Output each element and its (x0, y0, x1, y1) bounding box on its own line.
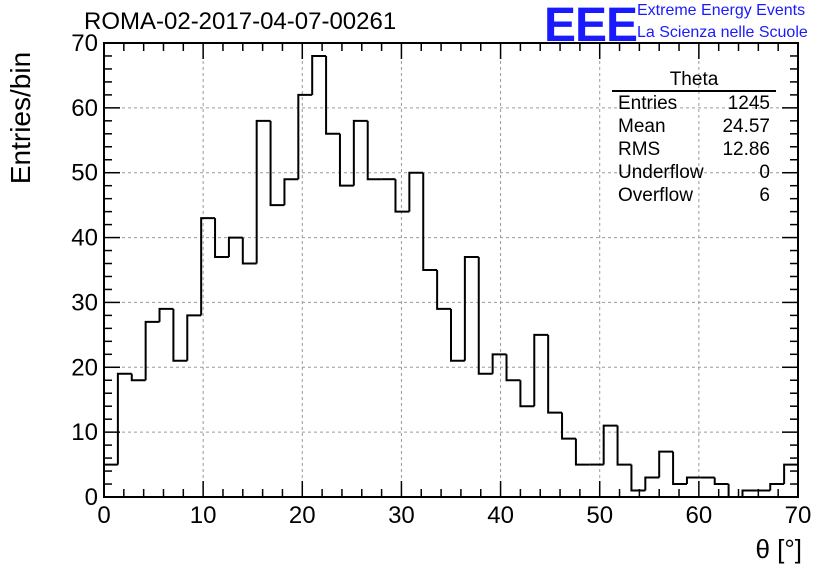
histogram-bin (727, 484, 743, 498)
x-tick-label: 30 (388, 502, 415, 529)
histogram-bin (672, 451, 687, 486)
stat-row-mean: Mean 24.57 (612, 115, 776, 138)
histogram-bin (741, 489, 757, 497)
histogram-bin (311, 54, 327, 95)
stat-row-rms: RMS 12.86 (612, 138, 776, 161)
stat-value: 6 (759, 185, 770, 206)
y-tick-label: 0 (85, 484, 98, 511)
plot-frame (103, 42, 799, 498)
histogram-bin (658, 450, 674, 478)
histogram-bin (352, 119, 368, 186)
histogram-bin (158, 307, 174, 322)
histogram-bin (644, 476, 660, 491)
stat-label: RMS (618, 139, 661, 160)
stat-label: Overflow (618, 185, 693, 206)
eee-logo: EEE (544, 0, 638, 52)
plot-border (103, 42, 799, 498)
histogram-bin (505, 354, 521, 382)
x-tick-label: 20 (289, 502, 316, 529)
histogram-bin (214, 218, 229, 259)
y-tick-label: 10 (71, 419, 98, 446)
histogram-bin (103, 463, 118, 497)
histogram-bin (227, 236, 243, 258)
histogram-bin (116, 372, 132, 465)
stat-row-entries: Entries 1245 (612, 92, 776, 115)
y-axis-label-wrap: Entries/bin (5, 48, 36, 188)
histogram-bin (783, 463, 798, 485)
histogram-bin (616, 425, 632, 466)
histogram-bin (144, 320, 160, 381)
y-tick-label: 20 (71, 354, 98, 381)
y-axis-label: Entries/bin (5, 51, 36, 185)
histogram-bin (477, 257, 493, 375)
y-tick-label: 50 (71, 160, 98, 187)
x-tick-label: 40 (487, 502, 514, 529)
axis-ticks (103, 42, 799, 498)
stat-label: Entries (618, 93, 678, 114)
histogram-bin (602, 424, 618, 465)
histogram-bin (200, 217, 216, 316)
histogram-bin (394, 179, 410, 213)
stat-value: 12.86 (722, 139, 770, 160)
stats-box: Theta Entries 1245 Mean 24.57 RMS 12.86 … (612, 70, 776, 207)
histogram-bin (186, 314, 202, 361)
histogram-bin (630, 464, 646, 492)
x-tick-label: 50 (586, 502, 613, 529)
histogram-bin (547, 334, 563, 414)
stat-value: 24.57 (722, 116, 770, 137)
x-axis-label: θ [°] (755, 534, 802, 564)
chart-title: ROMA-02-2017-04-07-00261 (84, 8, 397, 35)
histogram-bin (519, 380, 535, 408)
stat-label: Mean (618, 116, 666, 137)
histogram-bin (241, 237, 257, 265)
y-tick-label: 30 (71, 289, 98, 316)
y-tick-label: 60 (71, 95, 98, 122)
histogram-bin (713, 477, 729, 486)
histogram-bin (297, 93, 313, 180)
stat-label: Underflow (618, 162, 704, 183)
histogram-bin (269, 120, 285, 207)
x-tick-label: 0 (97, 502, 110, 529)
histogram-bin (463, 256, 479, 361)
stat-value: 0 (759, 162, 770, 183)
y-tick-label: 40 (71, 225, 98, 252)
logo-tagline-1: Extreme Energy Events (637, 2, 806, 19)
histogram-bin (408, 171, 424, 212)
histogram-bin (436, 270, 451, 310)
x-tick-label: 70 (785, 502, 812, 529)
stat-row-underflow: Underflow 0 (612, 161, 776, 184)
histogram-bin (283, 178, 299, 206)
histogram-bin (338, 133, 354, 187)
histogram-bars (103, 54, 799, 498)
histogram-bin (685, 476, 701, 485)
x-tick-label: 60 (686, 502, 713, 529)
x-tick-label: 10 (190, 502, 217, 529)
stats-title: Theta (612, 70, 776, 92)
histogram-bin (172, 308, 188, 362)
grid-lines (104, 43, 798, 497)
histogram-bin (422, 172, 438, 271)
logo-tagline-2: La Scienza nelle Scuole (637, 24, 808, 41)
histogram-bin (255, 119, 271, 264)
histogram-bin (574, 438, 590, 466)
histogram-bin (533, 333, 549, 407)
y-tick-label: 70 (71, 30, 98, 57)
stat-value: 1245 (727, 93, 770, 114)
histogram-bin (561, 412, 576, 440)
histogram-bin (366, 120, 382, 181)
histogram-bin (450, 308, 465, 362)
histogram-bin (491, 353, 507, 374)
histogram-bin (130, 373, 146, 382)
histogram-bin (769, 483, 785, 491)
stat-row-overflow: Overflow 6 (612, 184, 776, 207)
histogram-bin (325, 55, 340, 135)
